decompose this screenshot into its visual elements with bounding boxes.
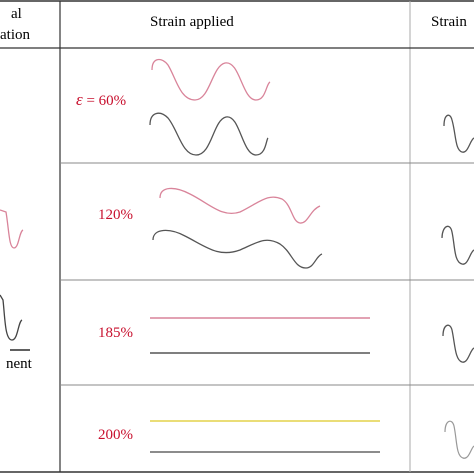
strain-value-row4: 200% <box>98 427 133 443</box>
header-col1-line2: ation <box>0 27 30 43</box>
left-wire-dark <box>0 294 23 341</box>
strain-symbol: ε <box>76 90 83 109</box>
row2-wire-pink <box>159 187 321 224</box>
strain-value-row3: 185% <box>98 325 133 341</box>
row2-right-wire <box>441 225 474 265</box>
header-col2: Strain applied <box>150 14 234 30</box>
row4-right-wire <box>444 420 474 459</box>
strain-label-row2: 120% <box>98 208 133 223</box>
row2-wire-dark <box>152 229 323 269</box>
left-column-label: nent <box>6 356 32 372</box>
row1-right-wire <box>443 114 474 153</box>
strain-label-row4: 200% <box>98 428 133 443</box>
strain-label-row1: ε = 60% <box>76 91 126 109</box>
strain-value-row1: 60% <box>98 93 127 109</box>
row1-wire-dark <box>149 112 269 156</box>
row1-wire-pink <box>151 58 271 101</box>
left-wire-pink <box>0 209 24 249</box>
strain-label-row3: 185% <box>98 326 133 341</box>
strain-equals: = <box>86 93 99 109</box>
row3-right-wire <box>442 324 474 363</box>
header-col3: Strain <box>431 14 467 30</box>
header-col1-line1: al <box>11 6 22 22</box>
strain-value-row2: 120% <box>98 207 133 223</box>
